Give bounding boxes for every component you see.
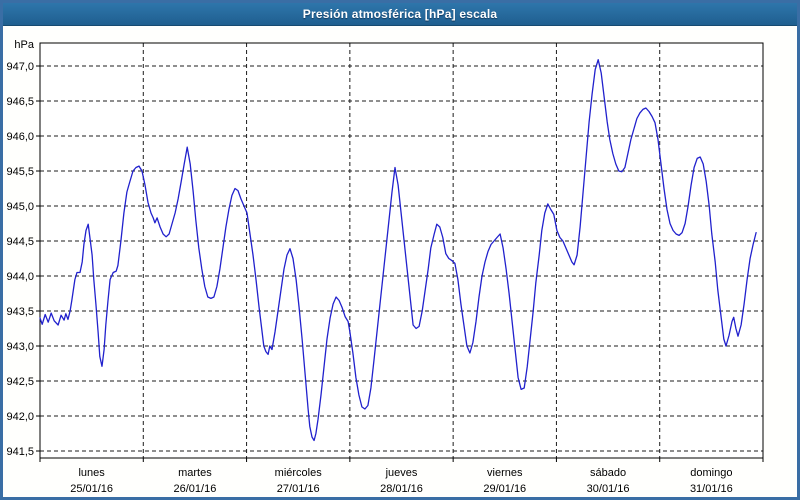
titlebar: Presión atmosférica [hPa] escala [3, 3, 797, 26]
day-date-label: 30/01/16 [587, 483, 630, 495]
y-tick-label: 942,5 [6, 376, 34, 388]
day-date-label: 25/01/16 [70, 483, 113, 495]
day-name-label: martes [178, 467, 212, 479]
window-title: Presión atmosférica [hPa] escala [302, 7, 498, 21]
day-name-label: viernes [487, 467, 523, 479]
pressure-line [39, 59, 757, 442]
y-tick-label: 943,5 [6, 306, 34, 318]
day-date-label: 28/01/16 [380, 483, 423, 495]
y-tick-label: 941,5 [6, 446, 34, 458]
y-tick-label: 943,0 [6, 341, 34, 353]
day-name-label: miércoles [275, 467, 323, 479]
y-tick-label: 945,5 [6, 166, 34, 178]
y-tick-label: 946,5 [6, 96, 34, 108]
day-date-label: 26/01/16 [174, 483, 217, 495]
y-tick-label: 947,0 [6, 61, 34, 73]
plot-border [39, 42, 764, 459]
day-name-label: lunes [78, 467, 105, 479]
y-tick-label: 946,0 [6, 131, 34, 143]
pressure-chart: 947,0 946,5 946,0 945,5 945,0 944,5 944,0 943,5… [6, 39, 764, 495]
day-name-label: jueves [385, 467, 418, 479]
y-tick-label: 945,0 [6, 201, 34, 213]
day-name-label: domingo [690, 467, 732, 479]
y-tick-label: 944,5 [6, 236, 34, 248]
day-date-label: 31/01/16 [690, 483, 733, 495]
y-unit-label: hPa [14, 39, 34, 51]
y-tick-label: 944,0 [6, 271, 34, 283]
day-date-label: 29/01/16 [483, 483, 526, 495]
day-date-label: 27/01/16 [277, 483, 320, 495]
day-name-label: sábado [590, 467, 626, 479]
plot-background [40, 43, 763, 458]
y-tick-label: 942,0 [6, 411, 34, 423]
